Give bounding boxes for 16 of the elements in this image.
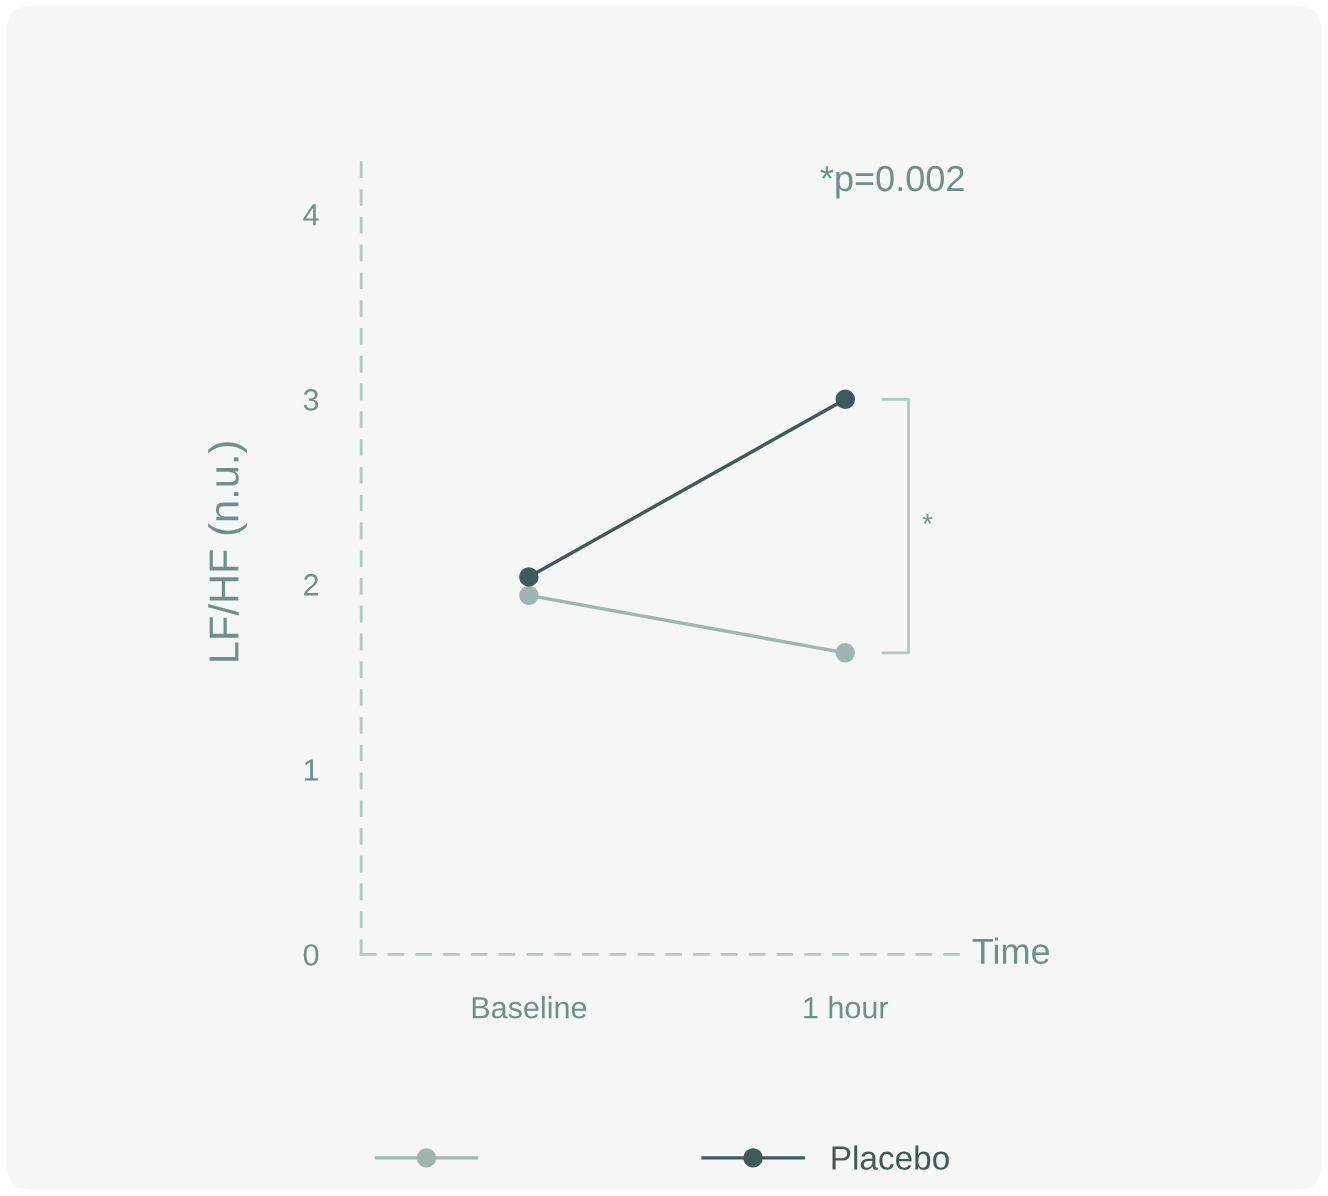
point: [519, 567, 539, 587]
point: [835, 389, 855, 410]
y-axis-title: LF/HF (n.u.): [208, 442, 247, 661]
y-tick-label: 4: [303, 204, 319, 226]
y-tick-label: 1: [304, 759, 319, 781]
x-axis-title: Time: [972, 937, 1050, 965]
point: [519, 585, 539, 606]
annotation: *: [922, 514, 933, 524]
legend-label: Placebo: [832, 1145, 949, 1170]
x-tick-label: 1 hour: [804, 996, 889, 1019]
y-tick-label: 0: [303, 944, 319, 966]
y-tick-label: 3: [303, 389, 319, 411]
y-tick-label: 2: [304, 574, 319, 596]
point: [835, 643, 855, 663]
annotation: *p=0.002: [820, 165, 964, 199]
x-tick-label: Baseline: [472, 996, 587, 1019]
